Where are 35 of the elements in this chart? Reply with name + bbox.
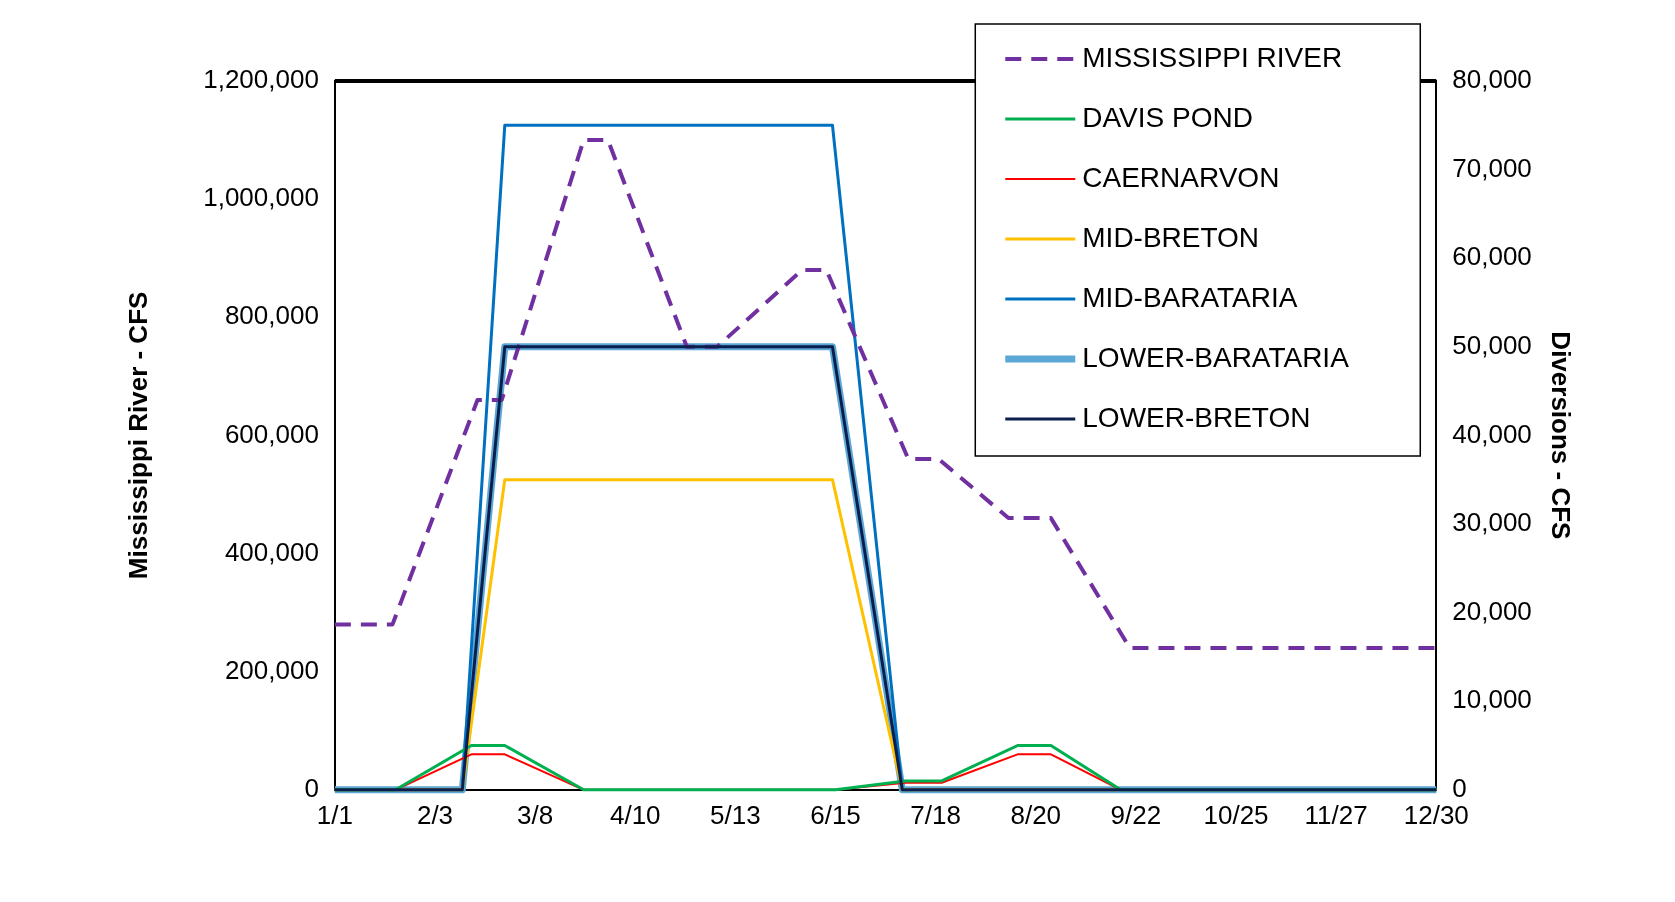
y-tick-label: 1,200,000 (203, 64, 319, 95)
y2-tick-label: 60,000 (1452, 241, 1532, 272)
x-tick-label: 6/15 (810, 799, 861, 830)
legend-label: MID-BARATARIA (1082, 281, 1298, 313)
y-tick-label: 200,000 (224, 654, 319, 685)
x-tick-label: 2/3 (416, 799, 454, 830)
legend-label: DAVIS POND (1082, 101, 1253, 133)
x-tick-label: 8/20 (1010, 799, 1062, 830)
y2-tick-label: 20,000 (1452, 595, 1532, 626)
y2-tick-label: 50,000 (1452, 329, 1532, 360)
y-tick-label: 0 (304, 772, 319, 803)
y-axis-title: Mississippi River - CFS (122, 291, 153, 580)
legend-label: MID-BRETON (1082, 221, 1260, 253)
y2-axis-title: Diversions - CFS (1546, 331, 1577, 540)
x-tick-label: 11/27 (1304, 799, 1368, 830)
y2-tick-label: 40,000 (1452, 418, 1532, 449)
legend-label: MISSISSIPPI RIVER (1082, 41, 1343, 73)
y2-tick-label: 70,000 (1452, 152, 1532, 183)
x-tick-label: 5/13 (710, 799, 761, 830)
x-tick-label: 9/22 (1110, 799, 1162, 830)
y-tick-label: 1,000,000 (203, 182, 319, 213)
y-tick-label: 400,000 (224, 536, 319, 567)
legend-label: LOWER-BARATARIA (1082, 341, 1350, 373)
x-tick-label: 4/10 (609, 799, 661, 830)
y-tick-label: 600,000 (224, 418, 319, 449)
legend-label: CAERNARVON (1082, 161, 1280, 193)
x-tick-label: 1/1 (316, 799, 353, 830)
x-tick-label: 7/18 (910, 799, 961, 830)
legend-label: LOWER-BRETON (1082, 401, 1311, 433)
y2-tick-label: 80,000 (1452, 64, 1532, 95)
x-tick-label: 10/25 (1203, 799, 1269, 830)
y2-tick-label: 10,000 (1452, 684, 1532, 715)
y2-tick-label: 30,000 (1452, 507, 1532, 538)
y-tick-label: 800,000 (224, 300, 319, 331)
x-tick-label: 3/8 (517, 799, 554, 830)
